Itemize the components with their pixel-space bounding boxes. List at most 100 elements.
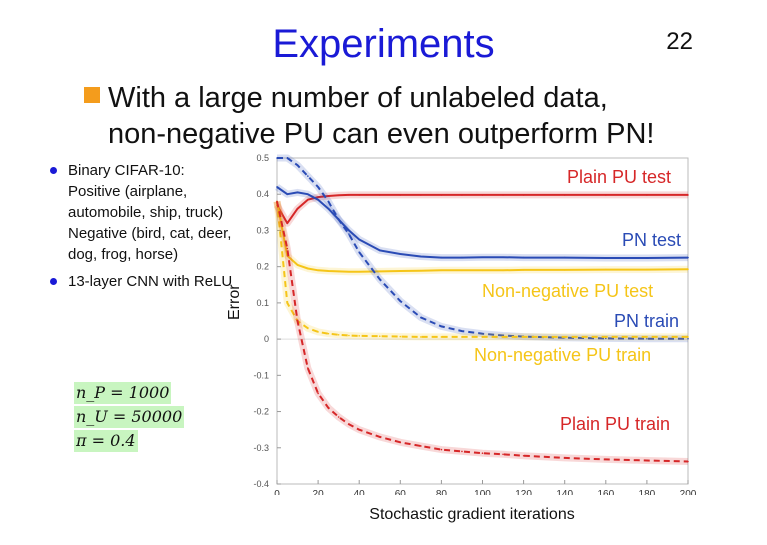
data-point: [461, 450, 463, 453]
data-point: [327, 200, 330, 203]
headline-line-2: non-negative PU can even outperform PN!: [108, 118, 655, 150]
y-tick-label: -0.2: [253, 407, 269, 417]
data-point: [563, 256, 566, 259]
data-point: [440, 256, 443, 259]
data-point: [307, 198, 309, 201]
data-point: [522, 454, 525, 457]
data-point: [646, 459, 648, 462]
label-nnpu-train: Non-negative PU train: [474, 345, 652, 365]
data-point: [276, 186, 278, 188]
data-point: [502, 336, 504, 338]
y-tick-label: 0: [264, 334, 269, 344]
data-point: [646, 337, 648, 340]
data-point: [378, 436, 381, 438]
y-tick-label: 0.5: [256, 153, 269, 163]
data-point: [420, 336, 422, 338]
label-pn-train: PN train: [614, 311, 680, 331]
data-point: [420, 445, 422, 447]
data-point: [502, 453, 504, 456]
data-point: [481, 256, 484, 259]
label-plain-pu-test: Plain PU test: [567, 167, 672, 187]
headline-line-1: With a large number of unlabeled data,: [108, 82, 608, 114]
data-point: [317, 269, 319, 272]
data-point: [481, 336, 484, 338]
data-point: [337, 194, 340, 197]
data-point: [461, 330, 463, 332]
data-point: [481, 269, 484, 272]
data-point: [687, 268, 689, 271]
error-chart: -0.4 -0.3 -0.2 -0.1 0 0.1 0.2 0.3 0.4 0.5 0 20 40 60 8…: [253, 153, 696, 495]
label-pn-test: PN test: [622, 230, 682, 250]
data-point: [563, 457, 566, 459]
data-point: [399, 441, 402, 444]
data-point: [481, 452, 484, 455]
data-point: [461, 336, 463, 338]
data-point: [605, 194, 607, 196]
data-point: [327, 207, 330, 210]
data-point: [286, 302, 289, 304]
data-point: [358, 251, 360, 253]
data-point: [296, 164, 299, 167]
bullet-list: Binary CIFAR-10: Positive (airplane, aut…: [48, 160, 238, 298]
data-point: [420, 255, 422, 258]
data-point: [481, 194, 484, 196]
data-point: [687, 460, 689, 463]
data-point: [399, 270, 402, 272]
y-tick-label: 0.4: [256, 189, 269, 199]
data-point: [605, 268, 607, 271]
data-point: [646, 194, 648, 196]
data-point: [440, 269, 443, 272]
data-point: [687, 194, 689, 196]
x-tick-label: 180: [639, 489, 656, 495]
data-point: [646, 268, 648, 271]
data-point: [348, 423, 350, 426]
headline: With a large number of unlabeled data, n…: [84, 80, 654, 152]
y-tick-label: 0.1: [256, 298, 269, 308]
data-point: [399, 253, 402, 255]
data-point: [337, 333, 340, 336]
data-point: [307, 367, 309, 369]
data-point: [348, 270, 350, 273]
y-tick-label: 0.2: [256, 262, 269, 272]
data-point: [378, 249, 381, 252]
list-item: Binary CIFAR-10: Positive (airplane, aut…: [48, 160, 238, 265]
data-point: [337, 218, 340, 221]
data-point: [461, 256, 463, 259]
param-nu: n_U = 50000: [74, 406, 185, 428]
data-point: [348, 233, 350, 235]
data-point: [378, 194, 381, 196]
data-point: [296, 264, 299, 266]
data-point: [687, 336, 689, 338]
data-point: [296, 191, 299, 194]
data-point: [687, 256, 689, 259]
list-item: 13-layer CNN with ReLU: [48, 271, 238, 292]
data-point: [296, 320, 299, 322]
data-point: [286, 247, 289, 250]
data-point: [399, 300, 402, 302]
x-tick-label: 100: [474, 489, 491, 495]
bullet-dot-icon: [50, 278, 57, 285]
x-tick-label: 0: [274, 489, 280, 495]
data-point: [317, 196, 319, 198]
data-point: [286, 222, 289, 224]
data-point: [348, 334, 350, 337]
data-point: [461, 269, 463, 272]
bullet-text: 13-layer CNN with ReLU: [68, 273, 233, 290]
data-point: [461, 194, 463, 196]
data-point: [502, 334, 504, 337]
x-tick-label: 20: [313, 489, 325, 495]
data-point: [317, 331, 319, 333]
data-point: [687, 337, 689, 340]
data-point: [522, 269, 525, 271]
data-point: [420, 316, 422, 319]
y-tick-label: 0.3: [256, 225, 269, 235]
data-point: [378, 270, 381, 273]
data-point: [337, 416, 340, 418]
data-point: [307, 327, 309, 330]
data-point: [399, 335, 402, 338]
data-point: [522, 194, 525, 196]
data-point: [317, 186, 319, 188]
data-point: [378, 335, 381, 338]
x-tick-label: 40: [354, 489, 366, 495]
data-point: [348, 229, 350, 232]
